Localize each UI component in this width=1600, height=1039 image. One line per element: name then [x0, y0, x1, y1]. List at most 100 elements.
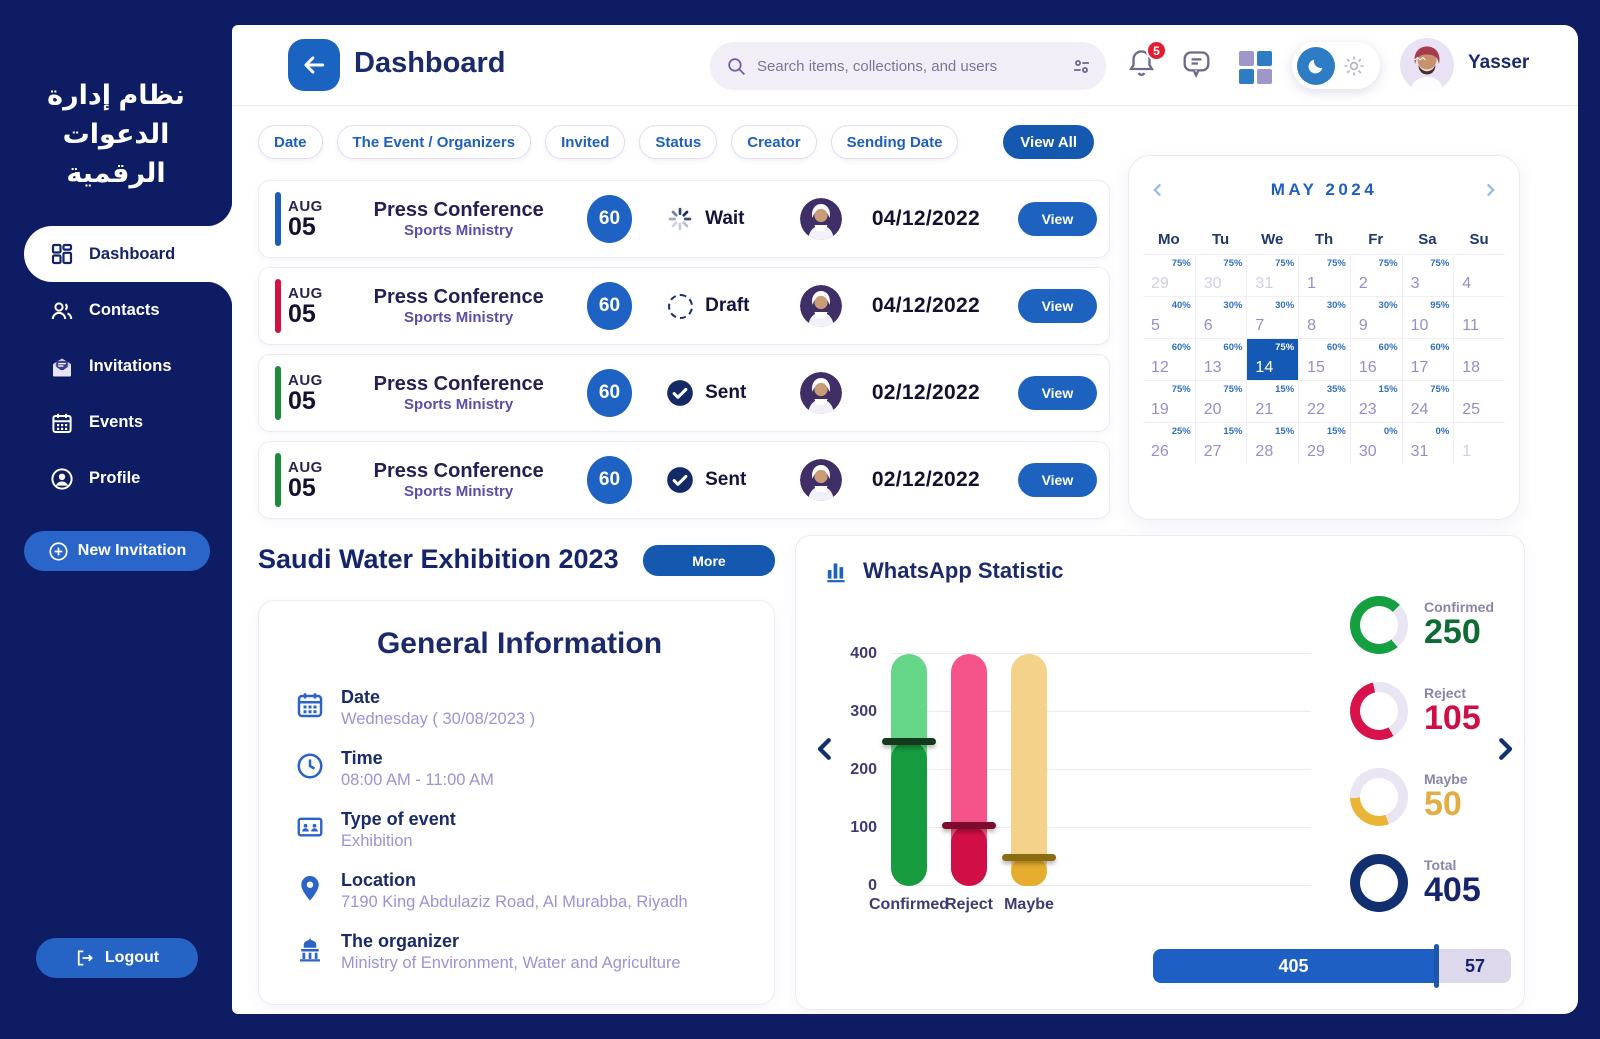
- calendar-day-cell[interactable]: 30% 9: [1349, 296, 1402, 338]
- chart-stats-column: Confirmed 250 Reject 105 Maybe 50 Total 405: [1350, 594, 1494, 913]
- day-percentage: 75%: [1171, 384, 1191, 395]
- calendar-icon: [295, 690, 325, 720]
- calendar-day-cell[interactable]: 95% 10: [1401, 296, 1454, 338]
- day-percentage: 15%: [1326, 426, 1346, 437]
- filter-sliders-icon[interactable]: [1071, 56, 1092, 77]
- bar-value-marker[interactable]: [1002, 854, 1056, 861]
- view-button[interactable]: View: [1017, 463, 1097, 497]
- calendar-day-cell[interactable]: 75% 14: [1246, 338, 1299, 380]
- gridline: [891, 827, 1311, 828]
- chart-next-button[interactable]: [1490, 734, 1520, 767]
- calendar-day-header: We: [1261, 231, 1284, 248]
- calendar-day-cell[interactable]: 60% 13: [1194, 338, 1247, 380]
- calendar-day-cell[interactable]: 1: [1453, 422, 1505, 464]
- filter-chip[interactable]: The Event / Organizers: [336, 125, 532, 159]
- x-axis-label: Maybe: [1004, 896, 1054, 913]
- calendar-day-cell[interactable]: 15% 23: [1349, 380, 1402, 422]
- sidebar-item-dashboard[interactable]: Dashboard: [24, 200, 232, 308]
- calendar-day-cell[interactable]: 60% 15: [1298, 338, 1350, 380]
- back-button[interactable]: [288, 39, 340, 91]
- calendar-day-cell[interactable]: 75% 2: [1349, 254, 1402, 296]
- filter-chip[interactable]: Creator: [731, 125, 817, 159]
- sidebar-item-events[interactable]: Events: [0, 397, 232, 448]
- filter-chip[interactable]: Status: [639, 125, 718, 159]
- calendar-day-cell[interactable]: 0% 30: [1349, 422, 1402, 464]
- stat-text: Maybe 50: [1424, 771, 1468, 823]
- view-button[interactable]: View: [1017, 202, 1097, 236]
- calendar-day-cell[interactable]: 40% 5: [1143, 296, 1195, 338]
- light-mode-option[interactable]: [1335, 47, 1373, 85]
- event-month: AUG: [288, 372, 323, 389]
- sent-check-icon: [666, 466, 694, 494]
- calendar-day-cell[interactable]: 15% 29: [1298, 422, 1350, 464]
- info-item-organizer: The organizer Ministry of Environment, W…: [295, 931, 744, 973]
- y-axis-tick: 300: [850, 703, 877, 720]
- calendar-day-cell[interactable]: 75% 24: [1401, 380, 1454, 422]
- filter-chip[interactable]: Date: [258, 125, 323, 159]
- sidebar-item-profile[interactable]: Profile: [0, 453, 232, 504]
- apps-grid-button[interactable]: [1239, 51, 1272, 84]
- day-percentage: 75%: [1223, 384, 1243, 395]
- calendar-next-button[interactable]: [1475, 175, 1505, 205]
- calendar-day-cell[interactable]: 75% 3: [1401, 254, 1454, 296]
- day-number: 21: [1255, 401, 1274, 418]
- calendar-day-cell[interactable]: 35% 22: [1298, 380, 1350, 422]
- day-percentage: 60%: [1378, 342, 1398, 353]
- creator-avatar: [799, 459, 842, 501]
- calendar-day-cell[interactable]: 25% 26: [1143, 422, 1195, 464]
- theme-toggle[interactable]: [1292, 42, 1380, 89]
- calendar-day-cell[interactable]: 4: [1453, 254, 1505, 296]
- calendar-day-cell[interactable]: 15% 28: [1246, 422, 1299, 464]
- calendar-day-cell[interactable]: 25: [1453, 380, 1505, 422]
- view-button[interactable]: View: [1017, 376, 1097, 410]
- calendar-day-cell[interactable]: 75% 30: [1194, 254, 1247, 296]
- x-axis-label: Reject: [944, 896, 994, 913]
- more-button[interactable]: More: [643, 545, 775, 576]
- view-all-button[interactable]: View All: [1003, 125, 1094, 159]
- calendar-day-cell[interactable]: 60% 16: [1349, 338, 1402, 380]
- sidebar-item-contacts[interactable]: Contacts: [0, 285, 232, 336]
- dark-mode-selected[interactable]: [1297, 46, 1335, 85]
- calendar-prev-button[interactable]: [1143, 175, 1173, 205]
- event-title-block: Press Conference Sports Ministry: [346, 460, 570, 500]
- bar-value-marker[interactable]: [882, 738, 936, 745]
- calendar-day-cell[interactable]: 60% 12: [1143, 338, 1195, 380]
- calendar-day-cell[interactable]: 75% 19: [1143, 380, 1195, 422]
- calendar-day-cell[interactable]: 30% 6: [1194, 296, 1247, 338]
- calendar-day-cell[interactable]: 30% 7: [1246, 296, 1299, 338]
- chart-prev-button[interactable]: [810, 734, 840, 767]
- calendar-day-cell[interactable]: 75% 29: [1143, 254, 1195, 296]
- view-button[interactable]: View: [1017, 289, 1097, 323]
- event-date: AUG 05: [288, 285, 346, 327]
- progress-divider-handle[interactable]: [1434, 944, 1439, 988]
- calendar-day-cell[interactable]: 18: [1453, 338, 1505, 380]
- stat-value: 405: [1424, 870, 1481, 909]
- event-date: AUG 05: [288, 372, 346, 414]
- notifications-button[interactable]: 5: [1125, 40, 1167, 85]
- calendar-day-cell[interactable]: 60% 17: [1401, 338, 1454, 380]
- logout-button[interactable]: Logout: [36, 938, 198, 978]
- day-number: 9: [1358, 317, 1368, 334]
- bar-value-marker[interactable]: [942, 822, 996, 830]
- filter-chip[interactable]: Invited: [545, 125, 626, 159]
- bar-value: [891, 741, 927, 886]
- new-invitation-button[interactable]: New Invitation: [24, 531, 210, 571]
- calendar-day-cell[interactable]: 15% 27: [1194, 422, 1247, 464]
- calendar-day-cell[interactable]: 11: [1453, 296, 1505, 338]
- search-input[interactable]: [757, 57, 1061, 75]
- user-avatar[interactable]: [1400, 38, 1454, 92]
- calendar-day-cell[interactable]: 75% 20: [1194, 380, 1247, 422]
- calendar-day-cell[interactable]: 30% 8: [1298, 296, 1350, 338]
- filter-chip[interactable]: Sending Date: [830, 125, 959, 159]
- search-bar[interactable]: [710, 42, 1106, 90]
- calendar-day-header: Tu: [1211, 231, 1230, 248]
- calendar-day-cell[interactable]: 0% 31: [1401, 422, 1454, 464]
- sidebar-item-invitations[interactable]: Invitations: [0, 341, 232, 392]
- calendar-day-cell[interactable]: 75% 31: [1246, 254, 1299, 296]
- day-percentage: 60%: [1223, 342, 1243, 353]
- calendar-day-cell[interactable]: 75% 1: [1298, 254, 1350, 296]
- messages-button[interactable]: [1180, 47, 1213, 85]
- event-title: Press Conference: [373, 373, 544, 395]
- general-info-title: General Information: [376, 627, 663, 660]
- calendar-day-cell[interactable]: 15% 21: [1246, 380, 1299, 422]
